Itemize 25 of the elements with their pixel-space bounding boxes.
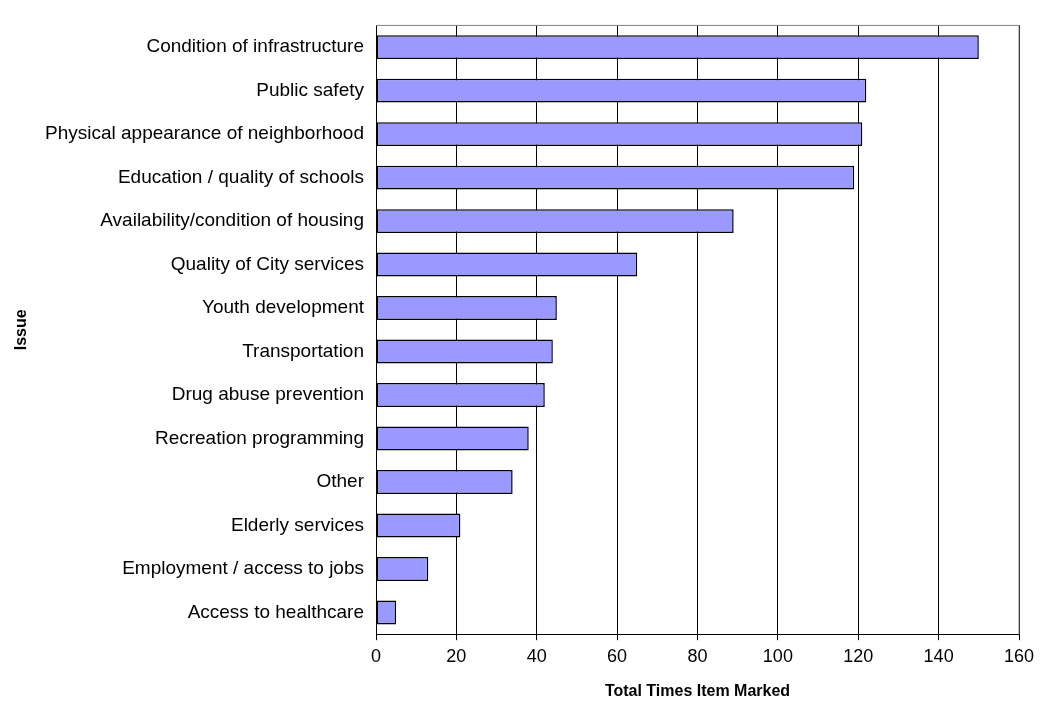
y-tick-label: Condition of infrastructure (146, 35, 364, 57)
y-tick-label: Availability/condition of housing (100, 209, 364, 231)
x-tick-label: 20 (446, 645, 467, 666)
x-tick-label: 120 (843, 645, 874, 666)
x-tick-label: 160 (1003, 645, 1035, 666)
y-tick-label: Education / quality of schools (117, 165, 364, 187)
x-tick-label: 0 (370, 645, 382, 666)
y-tick-label: Drug abuse prevention (171, 383, 364, 405)
y-tick-label: Access to healthcare (187, 600, 364, 622)
x-tick-label: 60 (607, 645, 628, 666)
y-tick-label: Quality of City services (170, 252, 364, 274)
x-tick-label: 40 (526, 645, 547, 666)
y-tick-label: Public safety (256, 78, 365, 100)
x-tick-label: 140 (923, 645, 954, 666)
y-tick-label: Transportation (242, 339, 364, 361)
x-tick-label: 100 (762, 645, 793, 666)
y-tick-label: Employment / access to jobs (122, 557, 364, 579)
x-axis-title: Total Times Item Marked (604, 681, 791, 699)
y-axis-title: Issue (12, 309, 30, 351)
x-tick-label: 80 (687, 645, 708, 666)
y-tick-label: Recreation programming (154, 426, 364, 448)
y-tick-label: Other (316, 470, 365, 492)
y-tick-label: Youth development (202, 296, 365, 318)
y-tick-label: Elderly services (230, 513, 364, 535)
y-tick-label: Physical appearance of neighborhood (44, 122, 364, 144)
